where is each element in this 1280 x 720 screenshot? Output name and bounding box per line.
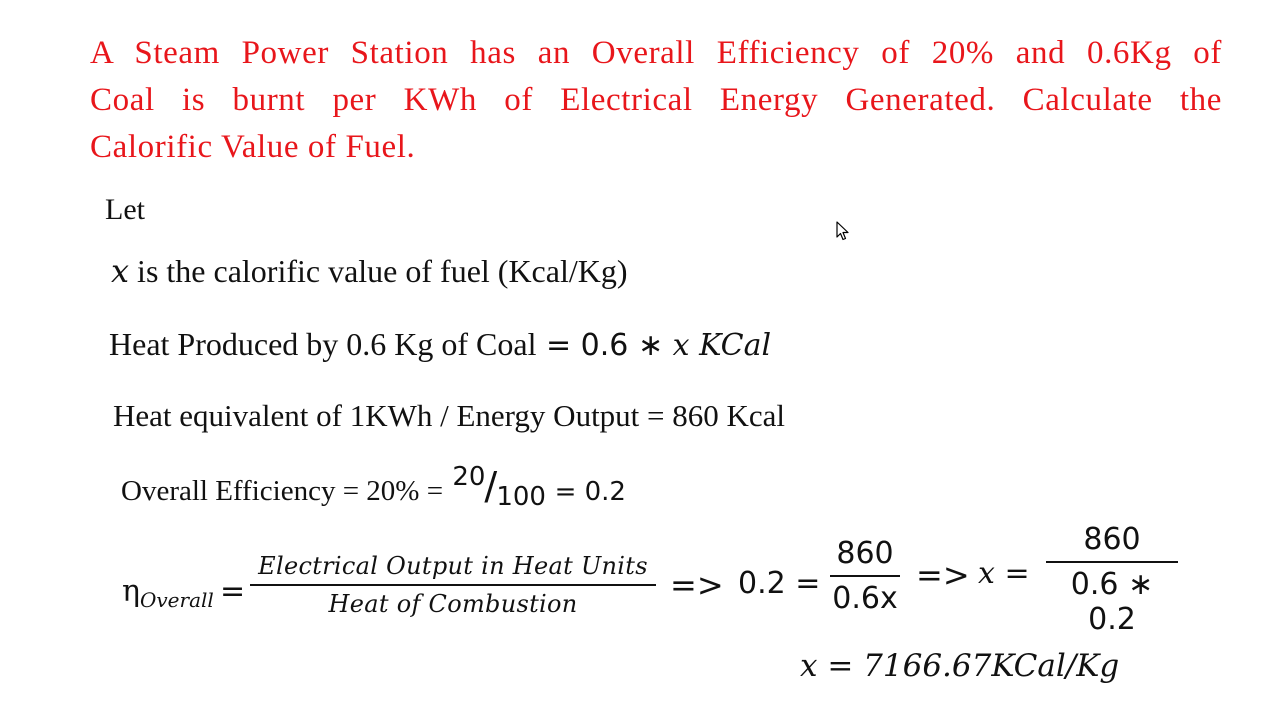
overall-efficiency-label: Overall Efficiency = 20% = — [121, 475, 451, 507]
efficiency-denominator: 100 — [496, 482, 546, 512]
efficiency-result: = 0.2 — [546, 477, 626, 507]
question-line-1: A Steam Power Station has an Overall Eff… — [90, 35, 1222, 71]
heat-produced-star: ∗ — [637, 328, 673, 363]
heat-produced-line: Heat Produced by 0.6 Kg of Coal = 0.6 ∗ … — [109, 326, 771, 363]
question-line-2: Coal is burnt per KWh of Electrical Ener… — [90, 82, 1222, 118]
fraction-3-numerator: 860 — [1083, 522, 1141, 557]
question-text: A Steam Power Station has an Overall Eff… — [90, 30, 1222, 171]
mouse-pointer-icon — [836, 221, 849, 241]
heat-equivalent-line: Heat equivalent of 1KWh / Energy Output … — [113, 398, 786, 433]
eta-equals: = — [220, 574, 246, 609]
efficiency-fraction: 20/100 — [450, 462, 546, 512]
efficiency-formula-fraction: Electrical Output in Heat Units Heat of … — [250, 552, 656, 618]
x-definition-text: is the calorific value of fuel (Kcal/Kg) — [129, 253, 628, 289]
implies-arrow-2: => — [916, 556, 970, 594]
question-line-3: Calorific Value of Fuel. — [90, 129, 416, 165]
heat-produced-label: Heat Produced by 0.6 Kg of Coal — [109, 326, 537, 362]
fraction-3-denominator: 0.6 ∗ 0.2 — [1070, 567, 1154, 637]
formula-fraction-bar — [250, 584, 656, 586]
fraction-2-denominator: 0.6x — [832, 581, 898, 616]
overall-efficiency-line: Overall Efficiency = 20% = 20/100 = 0.2 — [121, 462, 626, 512]
implies-arrow-1: => — [670, 566, 724, 604]
eta-symbol: η — [122, 574, 140, 609]
fraction-2-numerator: 860 — [836, 536, 894, 571]
x-variable: x — [111, 252, 130, 290]
fraction-2-bar — [830, 575, 900, 577]
heat-produced-eq: = 0.6 — [536, 328, 638, 363]
variable-definition: x is the calorific value of fuel (Kcal/K… — [111, 252, 628, 290]
efficiency-numerator: 20 — [452, 462, 486, 492]
formula-denominator: Heat of Combustion — [328, 590, 578, 618]
fraction-860-over-product: 860 0.6 ∗ 0.2 — [1046, 522, 1178, 637]
fraction-860-over-0-6x: 860 0.6x — [830, 536, 900, 616]
eta-subscript: Overall — [139, 588, 214, 612]
eta-overall-symbol: ηOverall — [122, 574, 214, 612]
equation-0-2-equals: 0.2 = — [738, 566, 821, 601]
heat-produced-x: x KCal — [672, 328, 772, 363]
efficiency-slash: / — [484, 464, 498, 508]
equation-x-equals: x = — [978, 556, 1030, 591]
final-answer: x = 7166.67KCal/Kg — [800, 648, 1120, 684]
formula-numerator: Electrical Output in Heat Units — [258, 552, 648, 580]
let-label: Let — [105, 193, 145, 226]
fraction-3-bar — [1046, 561, 1178, 563]
